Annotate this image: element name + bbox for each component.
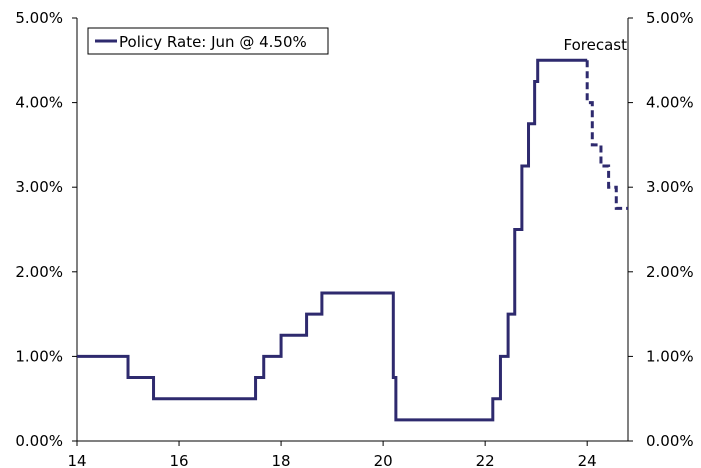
x-tick-label: 24 [578,452,597,468]
y-tick-label-right: 1.00% [646,347,694,365]
y-tick-label-left: 5.00% [15,9,63,27]
forecast-annotation: Forecast [564,36,628,54]
x-tick-label: 14 [67,452,86,468]
series-forecast-line [585,60,628,210]
legend: Policy Rate: Jun @ 4.50% [87,27,329,55]
x-tick-label: 16 [169,452,188,468]
series-layer [77,58,628,422]
x-tick-label: 18 [272,452,291,468]
y-tick-label-right: 2.00% [646,263,694,281]
y-tick-label-left: 2.00% [15,263,63,281]
legend-label: Policy Rate: Jun @ 4.50% [119,33,307,51]
y-tick-label-right: 0.00% [646,432,694,450]
y-tick-label-right: 5.00% [646,9,694,27]
series-policy-rate-line [77,58,588,422]
y-tick-label-right: 4.00% [646,94,694,112]
y-tick-label-right: 3.00% [646,178,694,196]
x-tick-label: 22 [476,452,495,468]
y-tick-label-left: 1.00% [15,347,63,365]
x-tick-label: 20 [374,452,393,468]
y-tick-label-left: 3.00% [15,178,63,196]
y-tick-label-left: 0.00% [15,432,63,450]
y-tick-label-left: 4.00% [15,94,63,112]
axes: 0.00% 0.00% 1.00% 1.00% 2.00% 2.00% 3.00% 3.00%… [15,9,693,468]
legend-box [87,27,329,55]
